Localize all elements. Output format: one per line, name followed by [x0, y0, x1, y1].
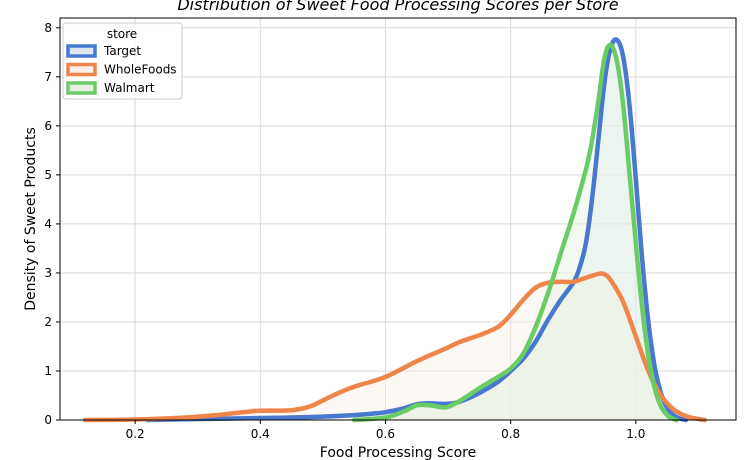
- y-tick-label: 1: [44, 364, 52, 378]
- series-line-target: [145, 37, 689, 423]
- x-axis: 0.2 0.4 0.6 0.8 1.0: [126, 420, 645, 441]
- y-axis-label: Density of Sweet Products: [23, 127, 39, 311]
- y-axis: 0 1 2 3 4 5 6 7 8: [44, 21, 60, 427]
- x-tick-label: 0.6: [376, 427, 395, 441]
- chart-title: Distribution of Sweet Food Processing Sc…: [177, 0, 618, 14]
- x-tick-label: 1.0: [626, 427, 645, 441]
- x-tick-label: 0.4: [251, 427, 270, 441]
- y-tick-label: 6: [44, 119, 52, 133]
- x-tick-label: 0.8: [501, 427, 520, 441]
- series-fill-wholefoods: [85, 273, 705, 420]
- series-fill-walmart: [354, 44, 677, 420]
- legend-swatch-walmart: [66, 81, 97, 95]
- plot-frame: [59, 17, 737, 421]
- y-tick-label: 0: [44, 413, 52, 427]
- legend: store Target WholeFoods Walmart: [62, 22, 183, 100]
- series-lines: [82, 37, 707, 423]
- legend-label-target: Target: [103, 44, 141, 58]
- legend-swatch-wholefoods: [66, 62, 97, 77]
- x-tick-label: 0.2: [126, 427, 145, 441]
- legend-label-walmart: Walmart: [104, 81, 155, 95]
- series-line-walmart: [351, 42, 679, 423]
- series-line-wholefoods: [82, 271, 707, 423]
- x-axis-label: Food Processing Score: [320, 445, 476, 460]
- y-tick-label: 7: [44, 70, 52, 84]
- grid: [60, 18, 736, 421]
- y-tick-label: 8: [44, 21, 52, 35]
- y-tick-label: 4: [44, 217, 52, 231]
- legend-title: store: [107, 27, 137, 41]
- y-tick-label: 3: [44, 266, 52, 280]
- y-tick-label: 2: [44, 315, 52, 329]
- legend-swatch-target: [66, 44, 97, 58]
- y-tick-label: 5: [44, 168, 52, 182]
- series-fill-target: [147, 39, 686, 420]
- legend-label-wholefoods: WholeFoods: [104, 63, 177, 77]
- legend-box: [62, 22, 183, 100]
- series-fills: [85, 39, 705, 420]
